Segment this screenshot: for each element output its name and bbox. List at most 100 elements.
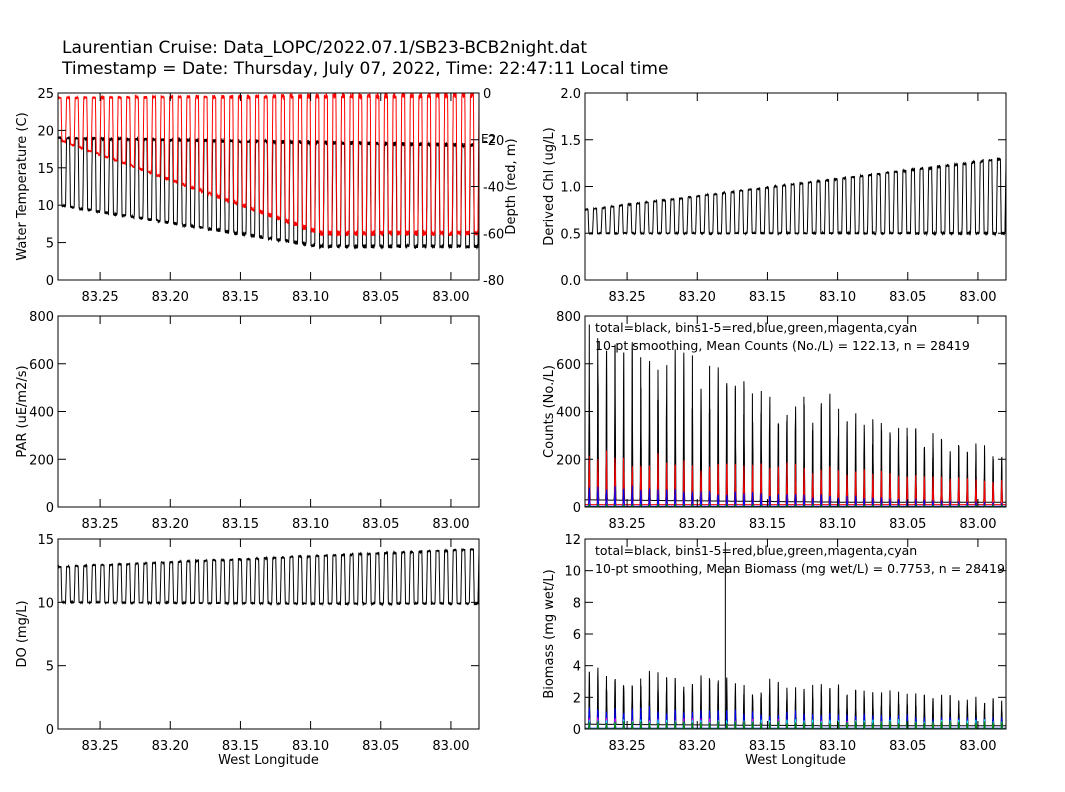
y-axis-label: Derived Chl (ug/L) xyxy=(542,127,557,245)
x-tick-label: 83.15 xyxy=(749,517,786,532)
x-tick-label: 83.10 xyxy=(292,290,329,305)
y-tick-label: 0 xyxy=(573,501,581,516)
x-tick-label: 83.05 xyxy=(889,517,926,532)
x-tick-label: 83.15 xyxy=(749,290,786,305)
panel-par: 0 200 400 600 800 PAR (uE/m2/s) 83.25 83.20 83.1… xyxy=(15,310,480,532)
y-tick-label: 25 xyxy=(37,87,54,102)
y-tick-label: 800 xyxy=(556,310,581,325)
annotation-line: 10-pt smoothing, Mean Biomass (mg wet/L)… xyxy=(595,561,1005,576)
x-tick-label: 83.00 xyxy=(432,739,469,754)
y-tick-label: 2 xyxy=(573,691,581,706)
y-tick-label: 400 xyxy=(556,406,581,421)
x-tick-label: 83.15 xyxy=(222,739,259,754)
series-line-black xyxy=(58,135,479,251)
series-line-black xyxy=(585,157,1006,237)
panel-chl: 0.0 0.5 1.0 1.5 2.0 Derived Chl (ug/L) 83.25 83… xyxy=(542,87,1007,305)
x-tick-label: 83.05 xyxy=(362,290,399,305)
y-axis-label: PAR (uE/m2/s) xyxy=(15,365,30,457)
y-tick-label: 600 xyxy=(29,358,54,373)
x-tick-label: 83.20 xyxy=(679,517,716,532)
x-tick-label: 83.00 xyxy=(959,290,996,305)
x-tick-label: 83.20 xyxy=(152,517,189,532)
y-tick-label: 400 xyxy=(29,406,54,421)
series-line-black xyxy=(58,547,479,607)
y-tick-label: 8 xyxy=(573,596,581,611)
plot-frame xyxy=(57,538,480,730)
y-tick-label: 15 xyxy=(37,162,54,177)
x-tick-label: 83.25 xyxy=(608,517,645,532)
y-tick-label: 800 xyxy=(29,310,54,325)
annotation-line: 10-pt smoothing, Mean Counts (No./L) = 1… xyxy=(595,338,970,353)
series-line-black xyxy=(585,667,1006,727)
y2-tick-label: -80 xyxy=(483,274,504,289)
x-tick-label: 83.00 xyxy=(432,290,469,305)
plot-frame xyxy=(584,92,1007,281)
chart-subtitle: Timestamp = Date: Thursday, July 07, 202… xyxy=(62,59,669,79)
x-tick-label: 83.10 xyxy=(292,517,329,532)
x-axis-label: West Longitude xyxy=(218,753,319,768)
x-tick-label: 83.25 xyxy=(81,290,118,305)
x-tick-label: 83.20 xyxy=(679,739,716,754)
y-tick-label: 20 xyxy=(37,124,54,139)
y-tick-label: 4 xyxy=(573,660,581,675)
y-tick-label: 10 xyxy=(564,565,581,580)
y-tick-label: 5 xyxy=(46,660,54,675)
series-group xyxy=(58,547,479,607)
annotation-line: total=black, bins1-5=red,blue,green,mage… xyxy=(595,543,917,558)
series-group xyxy=(585,157,1006,237)
x-tick-label: 83.25 xyxy=(608,739,645,754)
y-tick-label: 10 xyxy=(37,596,54,611)
x-tick-label: 83.05 xyxy=(889,290,926,305)
x-tick-label: 83.00 xyxy=(959,517,996,532)
x-tick-label: 83.05 xyxy=(889,739,926,754)
y-axis-label: Biomass (mg wet/L) xyxy=(542,569,557,698)
y-tick-label: 1.5 xyxy=(560,134,581,149)
x-tick-label: 83.05 xyxy=(362,739,399,754)
y-tick-label: 600 xyxy=(556,358,581,373)
y2-tick-label: -20 xyxy=(483,134,504,149)
chart-title: Laurentian Cruise: Data_LOPC/2022.07.1/S… xyxy=(62,38,588,58)
series-line-black xyxy=(585,324,1006,503)
panel-biomass: 0 2 4 6 8 10 12 Biomass (mg wet/L) 83.25 83.20 83.… xyxy=(542,533,1007,768)
y-tick-label: 15 xyxy=(37,533,54,548)
y2-extra-label: E2 xyxy=(481,132,496,146)
y-tick-label: 2.0 xyxy=(560,87,581,102)
y2-tick-label: -60 xyxy=(483,227,504,242)
y2-tick-label: -40 xyxy=(483,181,504,196)
x-tick-label: 83.00 xyxy=(432,517,469,532)
plot-frame xyxy=(57,315,480,508)
x-tick-label: 83.15 xyxy=(222,290,259,305)
annotation-line: total=black, bins1-5=red,blue,green,mage… xyxy=(595,320,917,335)
x-tick-label: 83.00 xyxy=(959,739,996,754)
x-tick-label: 83.15 xyxy=(222,517,259,532)
x-tick-label: 83.10 xyxy=(292,739,329,754)
panel-counts: 0 200 400 600 800 Counts (No./L) 83.25 83.20 83.… xyxy=(542,310,1007,532)
y-tick-label: 5 xyxy=(46,237,54,252)
y-tick-label: 200 xyxy=(29,453,54,468)
y-axis-label: Water Temperature (C) xyxy=(15,112,30,260)
x-tick-label: 83.20 xyxy=(152,739,189,754)
y-tick-label: 0 xyxy=(46,501,54,516)
x-tick-label: 83.20 xyxy=(679,290,716,305)
y-axis-label: DO (mg/L) xyxy=(15,600,30,667)
panel-temperature: 0 5 10 15 20 25 -80 -60 -40 -20 0 Depth (red, m) E2 W… xyxy=(15,87,519,305)
y-tick-label: 6 xyxy=(573,628,581,643)
y-tick-label: 10 xyxy=(37,199,54,214)
x-tick-label: 83.10 xyxy=(819,290,856,305)
panel-do: 0 5 10 15 DO (mg/L) 83.25 83.20 83.15 83.10 83.05… xyxy=(15,533,480,768)
y2-axis-label: Depth (red, m) xyxy=(504,138,519,234)
y-tick-label: 0 xyxy=(573,723,581,738)
y-tick-label: 0.0 xyxy=(560,274,581,289)
x-tick-label: 83.25 xyxy=(608,290,645,305)
y2-tick-label: 0 xyxy=(483,87,491,102)
y-tick-label: 1.0 xyxy=(560,181,581,196)
series-line-red xyxy=(58,93,479,237)
y-tick-label: 0 xyxy=(46,723,54,738)
y-axis-label: Counts (No./L) xyxy=(542,365,557,458)
x-tick-label: 83.15 xyxy=(749,739,786,754)
x-axis-label: West Longitude xyxy=(745,753,846,768)
series-group xyxy=(58,93,479,251)
x-tick-label: 83.20 xyxy=(152,290,189,305)
x-tick-label: 83.25 xyxy=(81,517,118,532)
